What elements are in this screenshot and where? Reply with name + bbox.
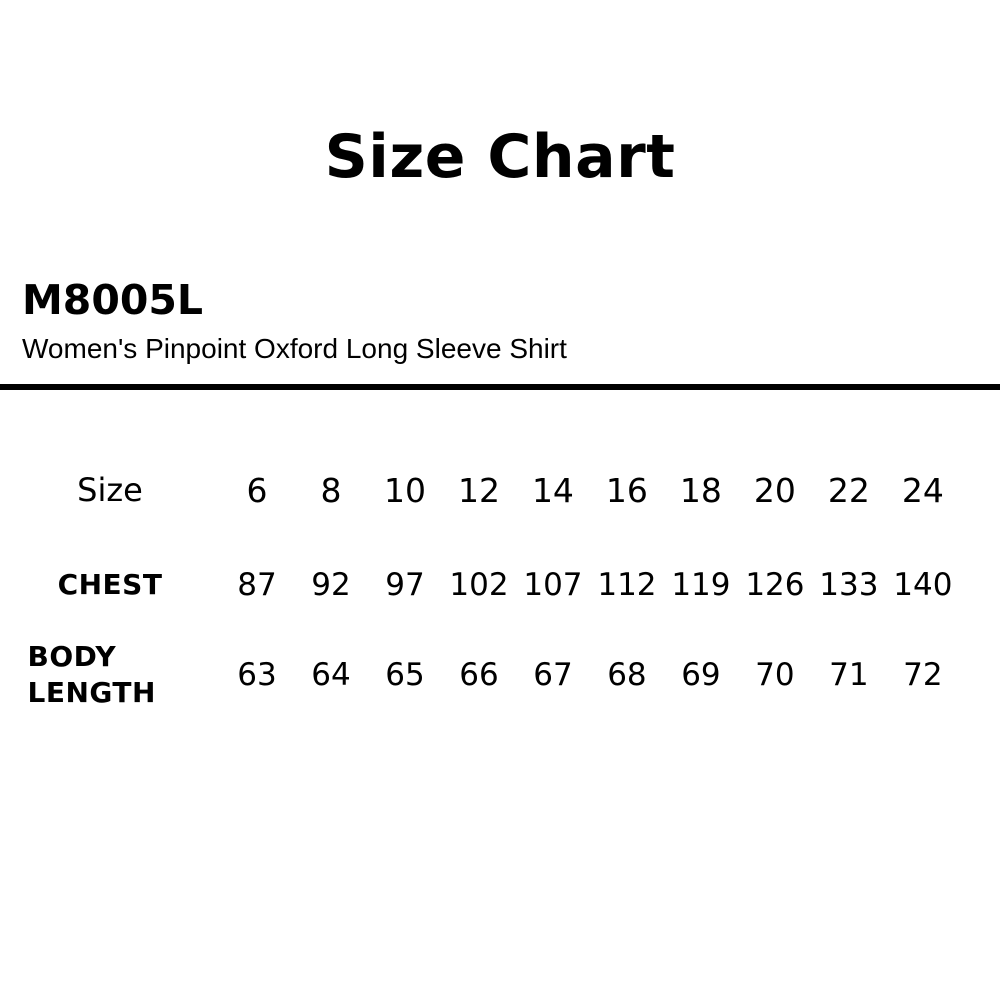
table-row: CHEST 87 92 97 102 107 112 119 126 133 140 <box>0 540 1000 630</box>
size-header-cell: 22 <box>827 470 870 510</box>
size-header-cell: 14 <box>531 470 574 510</box>
value-cell: 71 <box>829 657 869 694</box>
value-cell: 65 <box>385 657 425 694</box>
value-cell: 97 <box>385 567 425 604</box>
divider-rule <box>0 384 1000 391</box>
size-header-cell: 6 <box>246 470 268 510</box>
value-cell: 64 <box>311 657 351 694</box>
measurement-label: CHEST <box>57 568 163 602</box>
value-cell: 126 <box>745 567 805 604</box>
measurement-label: BODY LENGTH <box>27 640 156 710</box>
size-header-cell: 20 <box>753 470 796 510</box>
size-header-cell: 18 <box>679 470 722 510</box>
row-label: CHEST <box>0 540 220 630</box>
value-cell: 70 <box>755 657 795 694</box>
page-title: Size Chart <box>324 122 676 192</box>
product-name: Women's Pinpoint Oxford Long Sleeve Shir… <box>22 333 567 365</box>
value-cell: 102 <box>449 567 509 604</box>
value-cell: 63 <box>237 657 277 694</box>
value-cell: 67 <box>533 657 573 694</box>
size-header-cell: 8 <box>320 470 342 510</box>
product-header: M8005L Women's Pinpoint Oxford Long Slee… <box>0 276 1000 365</box>
value-cell: 112 <box>597 567 657 604</box>
size-header-cell: 16 <box>605 470 648 510</box>
row-label-size: Size <box>0 440 220 540</box>
value-cell: 69 <box>681 657 721 694</box>
value-cell: 133 <box>819 567 879 604</box>
value-cell: 68 <box>607 657 647 694</box>
value-cell: 92 <box>311 567 351 604</box>
size-table: Size 6 8 10 12 14 16 18 20 22 24 CHEST 87 92 97 102 10… <box>0 440 1000 720</box>
product-code: M8005L <box>22 276 204 324</box>
value-cell: 119 <box>671 567 731 604</box>
size-header-cell: 24 <box>901 470 944 510</box>
table-row: BODY LENGTH 63 64 65 66 67 68 69 70 71 72 <box>0 630 1000 720</box>
value-cell: 66 <box>459 657 499 694</box>
value-cell: 140 <box>893 567 953 604</box>
spacer-column <box>960 440 1000 540</box>
value-cell: 87 <box>237 567 277 604</box>
spacer-cell <box>960 630 1000 720</box>
size-header-cell: 10 <box>383 470 426 510</box>
size-header-label: Size <box>77 471 143 510</box>
row-label: BODY LENGTH <box>0 630 220 720</box>
size-header-cell: 12 <box>457 470 500 510</box>
table-header-row: Size 6 8 10 12 14 16 18 20 22 24 <box>0 440 1000 540</box>
spacer-cell <box>960 540 1000 630</box>
value-cell: 107 <box>523 567 583 604</box>
value-cell: 72 <box>903 657 943 694</box>
